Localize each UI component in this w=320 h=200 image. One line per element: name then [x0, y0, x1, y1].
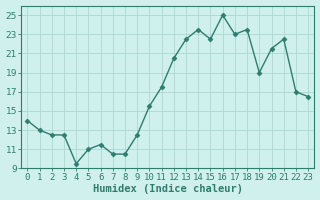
X-axis label: Humidex (Indice chaleur): Humidex (Indice chaleur): [93, 184, 243, 194]
